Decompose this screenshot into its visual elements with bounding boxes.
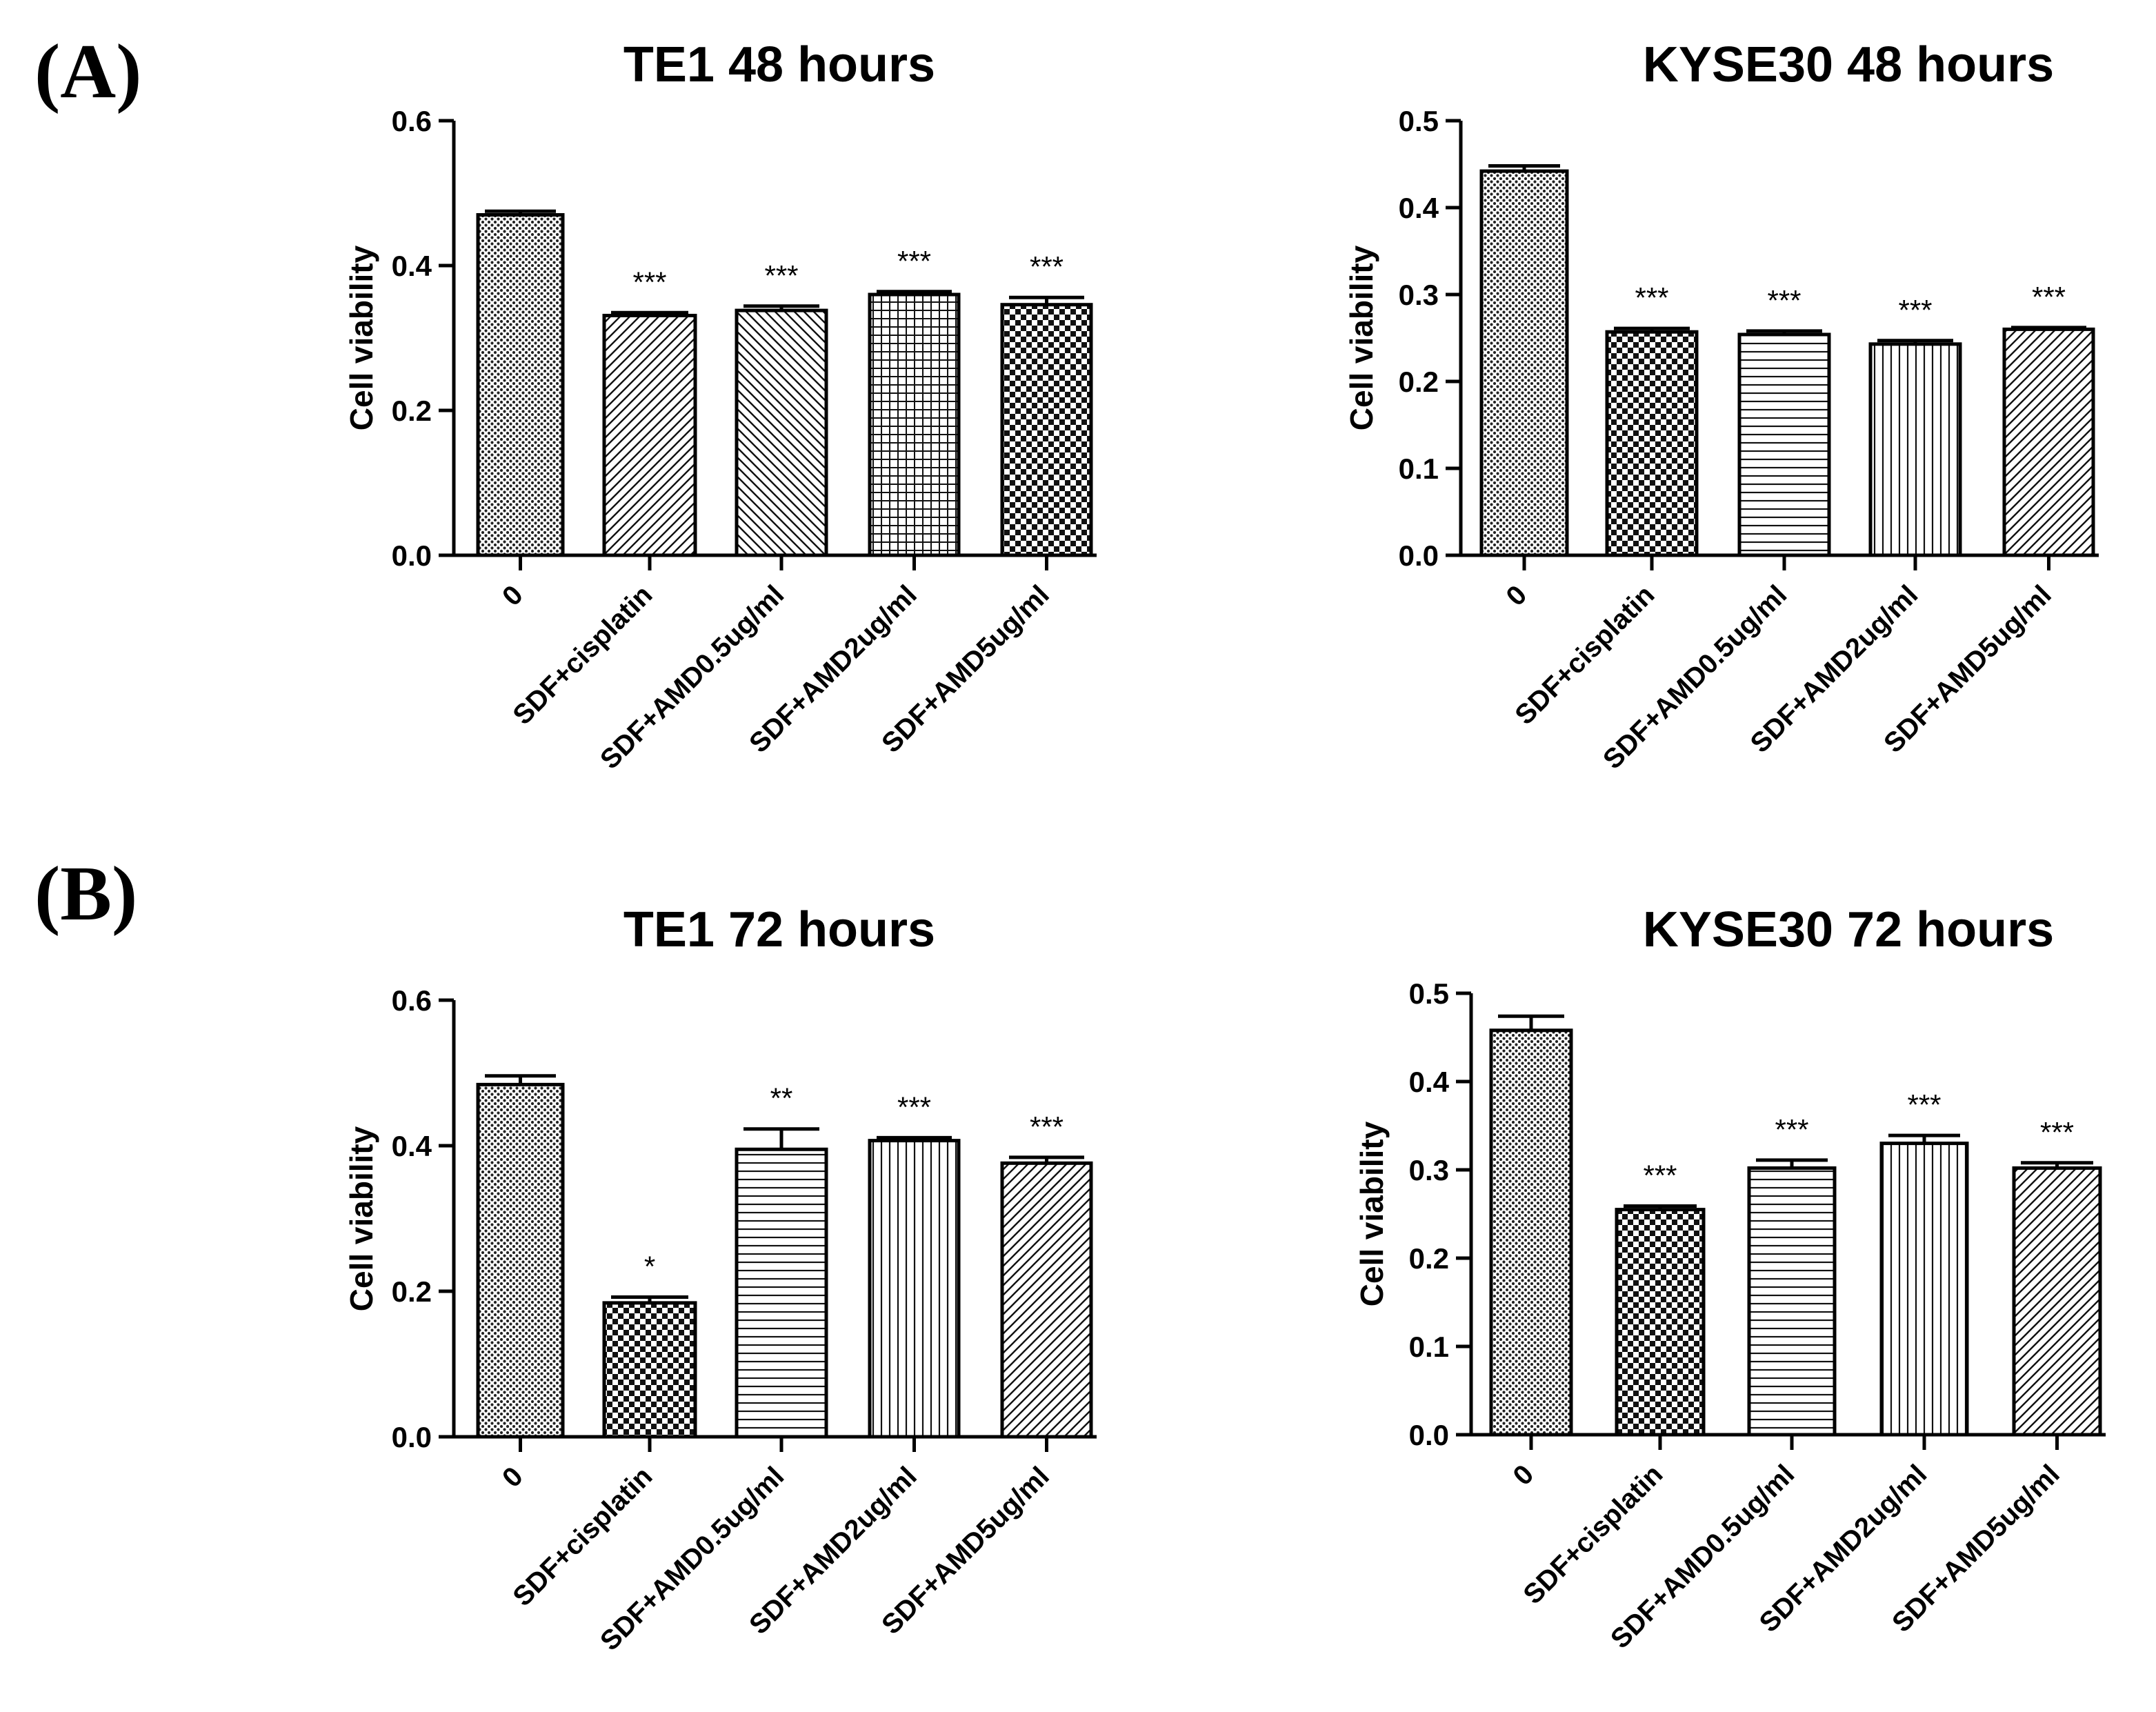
bar-2 <box>1737 332 1831 557</box>
significance-label: *** <box>632 266 666 298</box>
significance-label: *** <box>897 245 931 277</box>
x-category-label: SDF+cisplatin <box>507 579 658 730</box>
significance-label: *** <box>1775 1113 1808 1146</box>
y-tick-label: 0.5 <box>1399 105 1439 137</box>
chart-title: TE1 72 hours <box>623 902 935 957</box>
significance-label: *** <box>1898 294 1932 326</box>
y-tick-label: 0.4 <box>1399 192 1439 224</box>
y-tick-label: 0.6 <box>392 984 432 1017</box>
bar-0 <box>1489 1028 1573 1437</box>
y-tick-label: 0.1 <box>1399 452 1439 485</box>
bar-3 <box>868 1139 961 1439</box>
y-tick-label: 0.4 <box>1409 1066 1450 1098</box>
bar-4 <box>2012 1166 2102 1437</box>
bar-2 <box>735 308 828 557</box>
bar-1 <box>1615 1208 1706 1437</box>
chart-title: TE1 48 hours <box>623 37 935 92</box>
bar-1 <box>602 1301 697 1439</box>
bar-0 <box>476 213 565 557</box>
bar-1 <box>1605 330 1699 557</box>
significance-label: *** <box>1030 250 1064 283</box>
chart-title: KYSE30 72 hours <box>1643 902 2054 957</box>
x-category-label: SDF+cisplatin <box>1517 1459 1668 1610</box>
x-category-label: 0 <box>497 1461 529 1493</box>
panel-label-b: (B) <box>34 851 138 937</box>
bar-4 <box>1000 1161 1093 1439</box>
bar-2 <box>735 1147 828 1439</box>
bar-3 <box>868 292 961 557</box>
y-tick-label: 0.4 <box>392 1130 432 1162</box>
y-axis-label: Cell viability <box>343 245 379 430</box>
bar-0 <box>476 1082 565 1439</box>
y-tick-label: 0.0 <box>1409 1419 1449 1451</box>
bar-3 <box>1868 342 1962 557</box>
bar-4 <box>2002 327 2095 557</box>
y-axis-label: Cell viability <box>1344 245 1379 430</box>
y-tick-label: 0.2 <box>392 1275 432 1308</box>
y-tick-label: 0.5 <box>1409 977 1449 1010</box>
significance-label: * <box>644 1250 655 1282</box>
significance-label: *** <box>1767 284 1801 317</box>
y-tick-label: 0.0 <box>392 539 432 572</box>
significance-label: *** <box>2032 281 2066 313</box>
y-tick-label: 0.0 <box>1399 539 1439 572</box>
bar-2 <box>1747 1166 1837 1437</box>
significance-label: *** <box>1907 1088 1941 1121</box>
x-category-label: 0 <box>1508 1459 1540 1491</box>
y-tick-label: 0.3 <box>1409 1154 1449 1186</box>
x-category-label: SDF+cisplatin <box>507 1461 658 1612</box>
bar-1 <box>602 313 697 557</box>
x-category-label: SDF+cisplatin <box>1509 579 1660 730</box>
panel-label-a: (A) <box>34 29 142 115</box>
y-tick-label: 0.6 <box>392 105 432 137</box>
y-tick-label: 0.0 <box>392 1421 432 1453</box>
significance-label: *** <box>1030 1111 1064 1143</box>
y-tick-label: 0.4 <box>392 250 432 282</box>
significance-label: *** <box>897 1091 931 1123</box>
y-tick-label: 0.1 <box>1409 1331 1449 1363</box>
x-category-label: 0 <box>497 579 529 612</box>
y-tick-label: 0.3 <box>1399 279 1439 311</box>
y-tick-label: 0.2 <box>392 395 432 427</box>
significance-label: *** <box>764 259 798 292</box>
significance-label: *** <box>1643 1159 1677 1191</box>
bar-3 <box>1879 1142 1969 1437</box>
y-axis-label: Cell viability <box>1354 1121 1390 1306</box>
bar-4 <box>1000 303 1093 557</box>
y-tick-label: 0.2 <box>1409 1242 1449 1275</box>
significance-label: *** <box>1635 281 1668 314</box>
bar-0 <box>1479 169 1569 557</box>
y-tick-label: 0.2 <box>1399 366 1439 398</box>
significance-label: *** <box>2040 1116 2074 1148</box>
chart-title: KYSE30 48 hours <box>1643 37 2054 92</box>
y-axis-label: Cell viability <box>343 1126 379 1311</box>
x-category-label: 0 <box>1501 579 1533 612</box>
significance-label: ** <box>770 1082 793 1115</box>
